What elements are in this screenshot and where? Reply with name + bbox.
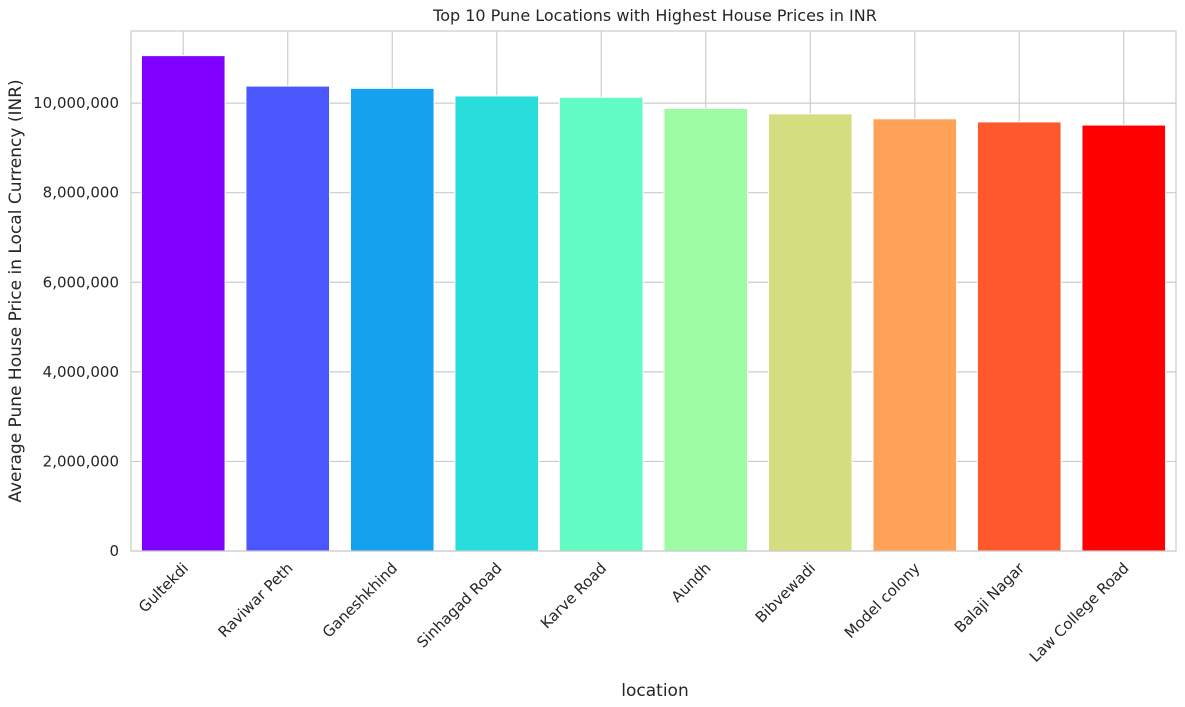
y-tick-label: 8,000,000 bbox=[43, 184, 119, 202]
plot-frame bbox=[130, 30, 1177, 552]
y-tick-label: 4,000,000 bbox=[43, 363, 119, 381]
x-tick-label: Raviwar Peth bbox=[215, 559, 297, 641]
y-tick-label: 10,000,000 bbox=[33, 94, 119, 112]
x-tick-label: Gultekdi bbox=[135, 559, 192, 616]
bar-balaji-nagar bbox=[976, 121, 1062, 552]
x-tick-label: Aundh bbox=[668, 559, 715, 606]
x-tick-label: Sinhagad Road bbox=[413, 559, 505, 651]
chart-title: Top 10 Pune Locations with Highest House… bbox=[432, 6, 877, 25]
y-tick-label: 6,000,000 bbox=[43, 273, 119, 291]
bar-sinhagad-road bbox=[454, 95, 540, 552]
x-tick-label: Ganeshkhind bbox=[319, 559, 401, 641]
bar-raviwar-peth bbox=[245, 85, 331, 552]
y-axis-label: Average Pune House Price in Local Curren… bbox=[6, 79, 26, 502]
bar-karve-road bbox=[558, 96, 644, 552]
y-tick-label: 0 bbox=[109, 542, 119, 560]
x-tick-label: Karve Road bbox=[537, 559, 610, 632]
bar-gultekdi bbox=[140, 55, 226, 552]
y-tick-labels: 0 2,000,000 4,000,000 6,000,000 8,000,000 10,… bbox=[33, 94, 119, 560]
x-axis-label: location bbox=[621, 681, 688, 701]
x-tick-labels: Gultekdi Raviwar Peth Ganeshkhind Sinhagad … bbox=[135, 559, 1133, 666]
x-tick-label: Bibvewadi bbox=[752, 559, 819, 626]
x-tick-label: Law College Road bbox=[1026, 559, 1133, 666]
bar-law-college-road bbox=[1081, 124, 1167, 552]
y-tick-label: 2,000,000 bbox=[43, 452, 119, 470]
bars bbox=[140, 55, 1167, 552]
bar-ganeshkhind bbox=[349, 87, 435, 552]
x-tick-label: Balaji Nagar bbox=[951, 559, 1029, 637]
x-tick-label: Model colony bbox=[841, 559, 924, 642]
bar-bibvewadi bbox=[767, 113, 853, 552]
bar-model-colony bbox=[872, 118, 958, 552]
bar-aundh bbox=[663, 107, 749, 552]
